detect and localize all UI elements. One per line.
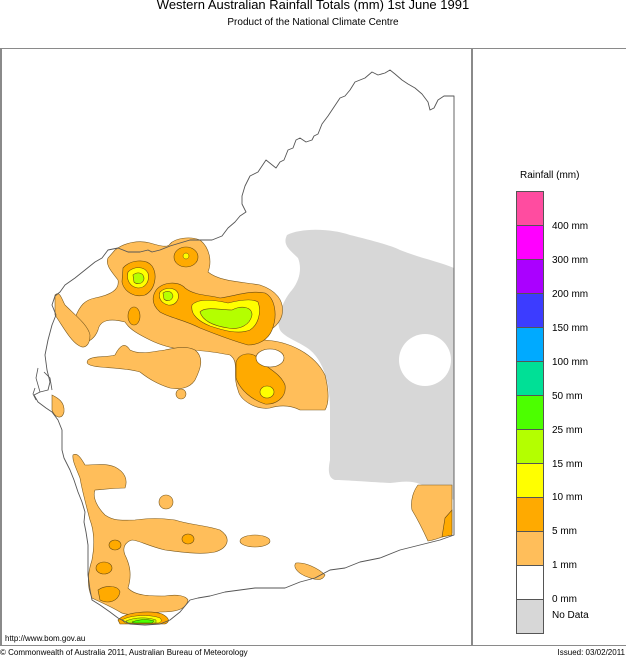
rain-5-10-sw-b (95, 561, 113, 575)
swatch-0-1 (516, 565, 544, 599)
legend-label-200: 200 mm (552, 289, 589, 300)
legend-label-10: 10 mm (552, 492, 583, 503)
map-subtitle: Product of the National Climate Centre (227, 17, 399, 28)
rain-1-5-gascoyne (54, 293, 91, 348)
rain-10-15-e (259, 385, 275, 399)
swatch-15-25 (516, 429, 544, 463)
legend-label-400: 400 mm (552, 221, 589, 232)
legend-label-100: 100 mm (552, 357, 589, 368)
legend-label-1: 1 mm (552, 560, 577, 571)
copyright-notice: © Commonwealth of Australia 2011, Austra… (0, 648, 248, 657)
swatch-300-400 (516, 225, 544, 259)
wa-coastline (33, 69, 455, 626)
swatch-100-150 (516, 327, 544, 361)
swatch-50-100 (516, 361, 544, 395)
swatch-1-5 (516, 531, 544, 565)
legend-title: Rainfall (mm) (520, 170, 580, 181)
legend-label-150: 150 mm (552, 323, 589, 334)
swatch-200-300 (516, 259, 544, 293)
legend-label-300: 300 mm (552, 255, 589, 266)
rain-25-50-southcoast (131, 619, 155, 624)
legend-color-bar (516, 191, 544, 634)
rain-5-10-sw-c (181, 533, 195, 545)
map-title: Western Australian Rainfall Totals (mm) … (156, 0, 470, 12)
rain-15-25-d (199, 306, 253, 329)
rain-15-25-c (162, 291, 174, 301)
rain-5-10-sw-d (97, 586, 121, 603)
data-gap (399, 334, 451, 386)
rain-5-10-eucla (441, 509, 453, 538)
legend-label-5: 5 mm (552, 526, 577, 537)
swatch-150-200 (516, 293, 544, 327)
swatch-10-15 (516, 463, 544, 497)
legend-label-15: 15 mm (552, 459, 583, 470)
rain-1-5-inland-b (239, 534, 271, 548)
rain-5-10-f (127, 306, 141, 326)
swatch-no-data (516, 599, 544, 634)
legend-label-0: 0 mm (552, 594, 577, 605)
swatch-5-10 (516, 497, 544, 531)
rain-1-5-dot (175, 388, 187, 400)
wa-coastline-shark-bay (32, 367, 53, 401)
bom-url-link[interactable]: http://www.bom.gov.au (5, 634, 86, 643)
swatch-25-50 (516, 395, 544, 429)
rain-1-5-shark (51, 394, 65, 418)
issued-date: Issued: 03/02/2011 (557, 648, 625, 657)
rain-15-25-a (132, 272, 145, 284)
rain-1-5-southwest (72, 454, 228, 615)
legend-label-25: 25 mm (552, 425, 583, 436)
rain-1-5-inland-a (158, 494, 174, 510)
legend-panel (473, 48, 626, 646)
map-panel (0, 48, 473, 646)
rain-1-5-esperance (294, 562, 326, 580)
swatch-over-400 (516, 191, 544, 225)
rain-10-15-b (182, 252, 190, 260)
no-data-region (278, 229, 454, 500)
legend-label-no-data: No Data (552, 610, 589, 621)
rain-5-10-sw-a (108, 539, 122, 551)
rain-1-5-midwest (86, 345, 202, 390)
dry-hole-a (255, 348, 285, 368)
legend-label-50: 50 mm (552, 391, 583, 402)
